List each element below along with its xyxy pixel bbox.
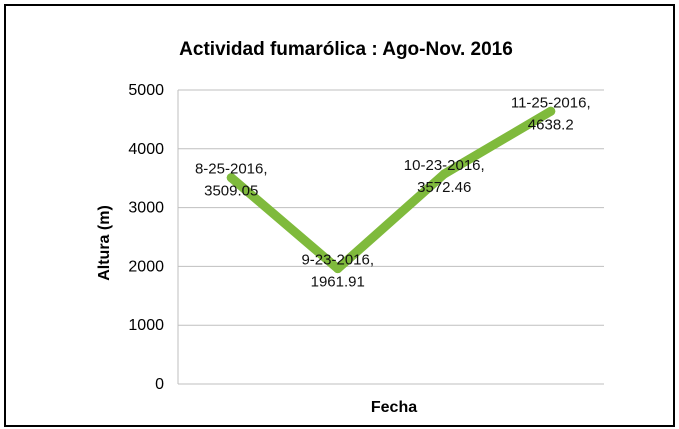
data-label: 3572.46 xyxy=(417,179,471,196)
y-tick-label: 1000 xyxy=(128,317,164,334)
data-label: 4638.2 xyxy=(528,116,574,133)
y-tick-label: 4000 xyxy=(128,141,164,158)
data-labels: 8-25-2016, 3509.05 9-23-2016, 1961.91 10-23-… xyxy=(195,94,591,290)
data-label: 3509.05 xyxy=(204,183,258,200)
data-label: 11-25-2016, xyxy=(511,94,591,111)
data-label: 9-23-2016, xyxy=(301,252,374,269)
data-point xyxy=(439,169,449,179)
y-tick-label: 0 xyxy=(155,376,164,393)
data-point xyxy=(226,173,236,183)
data-label: 8-25-2016, xyxy=(195,161,268,178)
data-point xyxy=(333,264,343,274)
chart-frame: Actividad fumarólica : Ago-Nov. 2016 0 10… xyxy=(4,4,675,427)
gridlines xyxy=(177,89,604,385)
y-tick-label: 5000 xyxy=(128,82,164,99)
line-chart: Actividad fumarólica : Ago-Nov. 2016 0 10… xyxy=(96,39,604,416)
data-label: 1961.91 xyxy=(311,274,365,291)
series-group xyxy=(226,106,556,274)
y-axis-label: Altura (m) xyxy=(96,205,113,281)
chart-title: Actividad fumarólica : Ago-Nov. 2016 xyxy=(179,39,513,60)
x-axis-label: Fecha xyxy=(371,399,417,416)
series-line xyxy=(226,106,556,274)
y-tick-labels: 0 1000 2000 3000 4000 5000 xyxy=(128,82,164,393)
data-label: 10-23-2016, xyxy=(404,157,485,174)
data-point xyxy=(546,106,556,116)
y-tick-label: 3000 xyxy=(128,200,164,217)
y-tick-label: 2000 xyxy=(128,258,164,275)
